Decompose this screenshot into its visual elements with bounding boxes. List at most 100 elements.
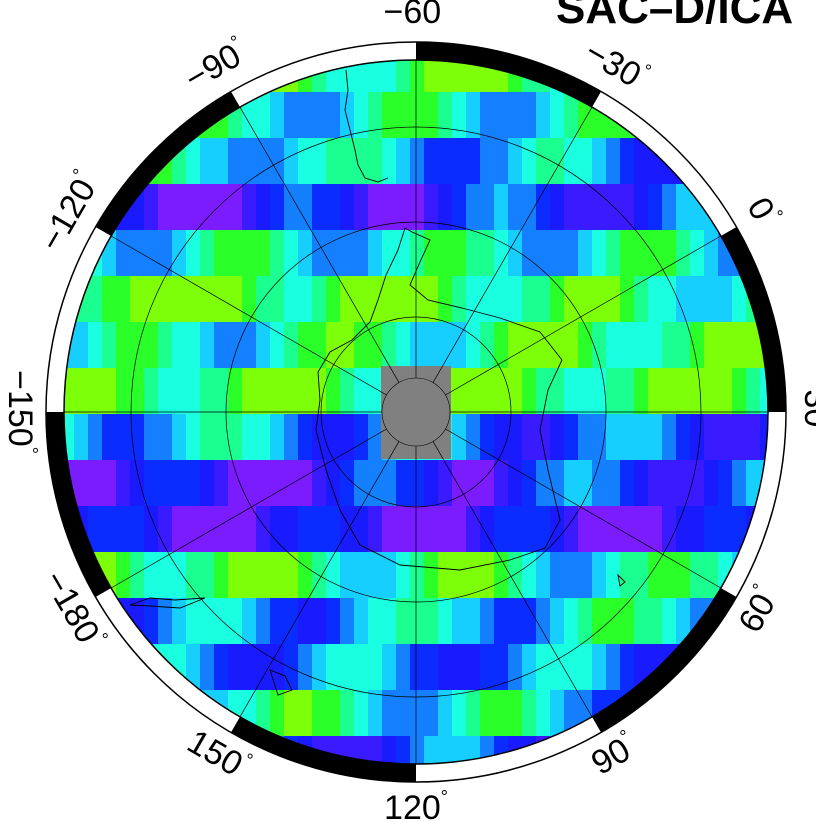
data-cell — [270, 506, 285, 553]
data-cell — [760, 138, 775, 185]
data-cell — [536, 414, 551, 461]
data-cell — [74, 368, 89, 415]
data-cell — [312, 598, 327, 645]
data-cell — [214, 138, 229, 185]
data-cell — [144, 322, 159, 369]
data-cell — [270, 644, 285, 691]
data-cell — [634, 552, 649, 599]
data-cell — [508, 92, 523, 139]
data-cell — [382, 92, 397, 139]
data-cell — [382, 552, 397, 599]
data-cell — [676, 276, 691, 323]
data-cell — [368, 184, 383, 231]
data-cell — [116, 690, 131, 737]
data-cell — [592, 552, 607, 599]
data-cell — [704, 506, 719, 553]
data-cell — [312, 690, 327, 737]
data-cell — [480, 92, 495, 139]
data-cell — [158, 736, 173, 783]
data-cell — [298, 368, 313, 415]
data-cell — [88, 92, 103, 139]
data-cell — [158, 46, 173, 93]
data-cell — [326, 506, 341, 553]
data-cell — [620, 552, 635, 599]
data-cell — [746, 690, 761, 737]
data-cell — [424, 92, 439, 139]
data-cell — [774, 552, 789, 599]
data-cell — [200, 368, 215, 415]
data-cell — [102, 276, 117, 323]
data-cell — [298, 92, 313, 139]
data-cell — [774, 276, 789, 323]
data-cell — [200, 644, 215, 691]
data-cell — [466, 598, 481, 645]
data-cell — [746, 46, 761, 93]
data-cell — [186, 460, 201, 507]
data-cell — [228, 598, 243, 645]
data-cell — [732, 736, 747, 783]
data-cell — [214, 644, 229, 691]
data-cell — [228, 322, 243, 369]
data-cell — [438, 138, 453, 185]
data-cell — [438, 460, 453, 507]
data-cell — [536, 276, 551, 323]
data-cell — [648, 460, 663, 507]
data-cell — [774, 736, 789, 783]
data-cell — [718, 414, 733, 461]
data-cell — [396, 138, 411, 185]
data-cell — [354, 276, 369, 323]
data-cell — [536, 138, 551, 185]
data-cell — [508, 644, 523, 691]
data-cell — [368, 506, 383, 553]
pole-gap — [381, 366, 451, 459]
data-cell — [88, 690, 103, 737]
data-cell — [144, 184, 159, 231]
data-cell — [508, 460, 523, 507]
data-cell — [228, 230, 243, 277]
data-cell — [494, 460, 509, 507]
data-cell — [242, 644, 257, 691]
data-cell — [592, 230, 607, 277]
data-cell — [200, 230, 215, 277]
data-cell — [704, 552, 719, 599]
data-cell — [550, 322, 565, 369]
data-cell — [718, 644, 733, 691]
data-cell — [368, 276, 383, 323]
data-cell — [130, 368, 145, 415]
data-cell — [592, 276, 607, 323]
data-cell — [466, 230, 481, 277]
data-cell — [634, 460, 649, 507]
data-cell — [424, 460, 439, 507]
data-cell — [606, 506, 621, 553]
data-cell — [214, 460, 229, 507]
data-cell — [270, 690, 285, 737]
data-cell — [284, 552, 299, 599]
data-cell — [340, 552, 355, 599]
data-cell — [522, 506, 537, 553]
data-cell — [116, 552, 131, 599]
data-cell — [690, 552, 705, 599]
data-cell — [480, 184, 495, 231]
data-cell — [284, 690, 299, 737]
data-cell — [480, 460, 495, 507]
data-cell — [298, 460, 313, 507]
data-cell — [396, 460, 411, 507]
data-cell — [116, 138, 131, 185]
data-cell — [508, 276, 523, 323]
data-cell — [704, 46, 719, 93]
longitude-label: −60° — [384, 0, 449, 31]
data-cell — [438, 506, 453, 553]
data-cell — [298, 276, 313, 323]
data-cell — [774, 92, 789, 139]
data-cell — [424, 506, 439, 553]
data-cell — [60, 46, 75, 93]
data-cell — [662, 368, 677, 415]
data-cell — [158, 598, 173, 645]
data-cell — [298, 644, 313, 691]
data-cell — [284, 644, 299, 691]
data-cell — [536, 460, 551, 507]
data-cell — [396, 230, 411, 277]
data-cell — [690, 368, 705, 415]
data-cell — [102, 690, 117, 737]
data-cell — [676, 368, 691, 415]
